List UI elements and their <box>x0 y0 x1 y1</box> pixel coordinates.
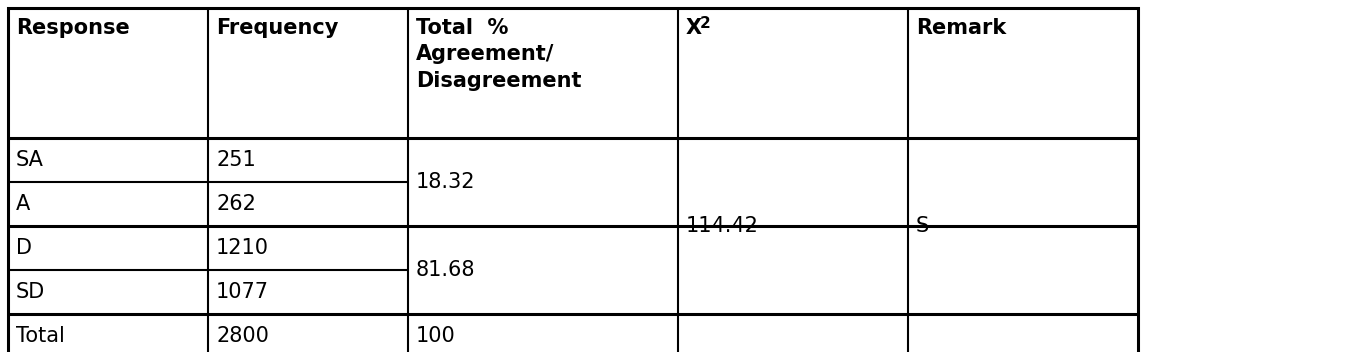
Text: 100: 100 <box>416 326 456 346</box>
Text: Total  %
Agreement/
Disagreement: Total % Agreement/ Disagreement <box>416 18 581 91</box>
Text: SA: SA <box>16 150 43 170</box>
Text: S: S <box>917 216 929 236</box>
Text: Frequency: Frequency <box>216 18 338 38</box>
Text: 81.68: 81.68 <box>416 260 476 280</box>
Text: Remark: Remark <box>917 18 1006 38</box>
Text: SD: SD <box>16 282 45 302</box>
Text: 2800: 2800 <box>216 326 269 346</box>
Text: A: A <box>16 194 30 214</box>
Text: 1210: 1210 <box>216 238 269 258</box>
Bar <box>8 8 1138 352</box>
Text: X: X <box>685 18 702 38</box>
Text: 2: 2 <box>700 16 711 31</box>
Text: Response: Response <box>16 18 130 38</box>
Text: 251: 251 <box>216 150 256 170</box>
Text: D: D <box>16 238 32 258</box>
Text: 18.32: 18.32 <box>416 172 476 192</box>
Text: 1077: 1077 <box>216 282 269 302</box>
Text: Total: Total <box>16 326 65 346</box>
Text: 114.42: 114.42 <box>685 216 758 236</box>
Text: 262: 262 <box>216 194 256 214</box>
